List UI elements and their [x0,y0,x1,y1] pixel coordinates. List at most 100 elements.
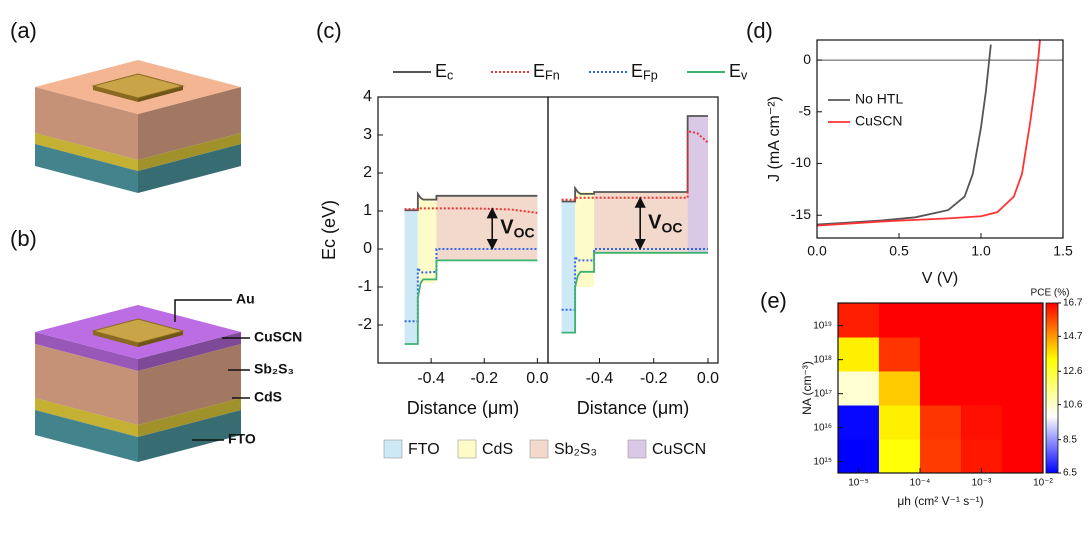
panel-label: (b) [10,226,37,251]
series-line [816,44,992,226]
legend-label: CuSCN [652,441,706,458]
y-tick-label: -5 [799,102,812,118]
y-axis-label: Ec (eV) [319,200,339,260]
legend-label: EFn [533,61,560,83]
layer-left-face [35,398,138,437]
y-tick-label: 2 [363,164,372,181]
y-axis-label: NA (cm⁻³) [800,361,814,415]
heat-cell [1001,303,1044,338]
heat-cell [960,337,1003,372]
heat-cell [920,439,962,474]
device-label: Au [236,291,255,307]
layer-right-face [138,144,241,193]
x-tick-label: 0.0 [807,243,827,259]
heat-cell [878,337,921,372]
layer-left-face [35,332,138,371]
legend-swatch [627,439,647,459]
heat-cell [838,439,880,474]
y-tick-label: 4 [363,88,372,105]
series-line [404,191,538,212]
colorbar-tick-label: 6.5 [1063,468,1077,479]
device-label: Sb₂S₃ [254,361,294,377]
region-shade [575,192,595,287]
heat-cell [838,303,880,338]
region-shade [404,210,418,344]
x-axis-label: Distance (μm) [577,398,689,418]
heat-cell [838,337,880,372]
y-tick-label: 0 [363,240,372,257]
heat-cell [878,439,921,474]
device-label: CdS [254,389,282,405]
pad-left [93,86,138,102]
y-tick-label: -1 [358,278,372,295]
x-axis-label: μh (cm² V⁻¹ s⁻¹) [897,494,983,508]
x-tick-label: 10⁻³ [972,478,992,489]
gold-pad [91,73,185,99]
heat-cell [1001,337,1044,372]
x-tick-label: 0.0 [697,370,719,387]
x-axis-label: V (V) [922,270,958,287]
panel-label: (e) [760,288,787,313]
pad-left [93,331,138,347]
legend-label: CdS [482,441,513,458]
series-line [561,251,708,334]
legend-label: Sb₂S₃ [554,441,597,458]
heat-cell [920,371,962,406]
heat-cell [920,337,962,372]
legend-label: CuSCN [855,113,902,129]
layer-right-face [138,410,241,462]
heat-cell [1001,371,1044,406]
heat-cell [960,439,1003,474]
x-tick-label: -0.4 [417,370,445,387]
region-shade [687,116,708,253]
gold-pad [91,318,185,344]
x-tick-label: 1.0 [971,243,991,259]
heat-cell [920,405,962,440]
y-tick-label: 1 [363,202,372,219]
y-tick-label: 10¹⁸ [813,354,832,365]
heat-cell [1001,439,1044,474]
heat-cell [960,303,1003,338]
panel-label: (d) [746,18,773,43]
colorbar [1045,302,1059,474]
layer-right-face [138,87,241,160]
x-tick-label: 1.5 [1053,243,1073,259]
device-schematics [35,60,241,462]
legend-swatch [383,439,403,459]
x-tick-label: 0.0 [526,370,548,387]
heat-cell [838,405,880,440]
y-tick-label: 10¹⁹ [813,320,832,331]
legend-swatch [457,439,477,459]
heat-cell [960,405,1003,440]
heat-cell [960,371,1003,406]
x-tick-label: -0.4 [586,370,614,387]
series-line [561,115,708,203]
legend-swatch [529,439,549,459]
series-line [404,248,538,323]
x-tick-label: -0.2 [640,370,668,387]
colorbar-tick-label: 16.7 [1063,298,1083,309]
legend-label: FTO [408,441,440,458]
pad-right [138,331,183,347]
heat-cell [878,371,921,406]
layer-left-face [35,87,138,160]
layer-right-face [138,398,241,437]
plot-frame [547,96,719,364]
layer-left-face [35,144,138,193]
colorbar-tick-label: 8.5 [1063,434,1077,445]
legend-label: Ev [729,61,748,83]
region-shade [561,201,576,333]
legend-label: EFp [631,61,658,83]
plot-frame [837,302,1044,474]
layer-right-face [138,332,241,371]
y-tick-label: 3 [363,126,372,143]
y-tick-label: -10 [791,154,811,170]
y-tick-label: 10¹⁶ [813,422,832,433]
layer-right-face [138,133,241,171]
x-tick-label: -0.2 [470,370,498,387]
layer-left-face [35,133,138,171]
series-line [816,39,1041,227]
heat-cell [1001,405,1044,440]
layer-left-face [35,410,138,462]
